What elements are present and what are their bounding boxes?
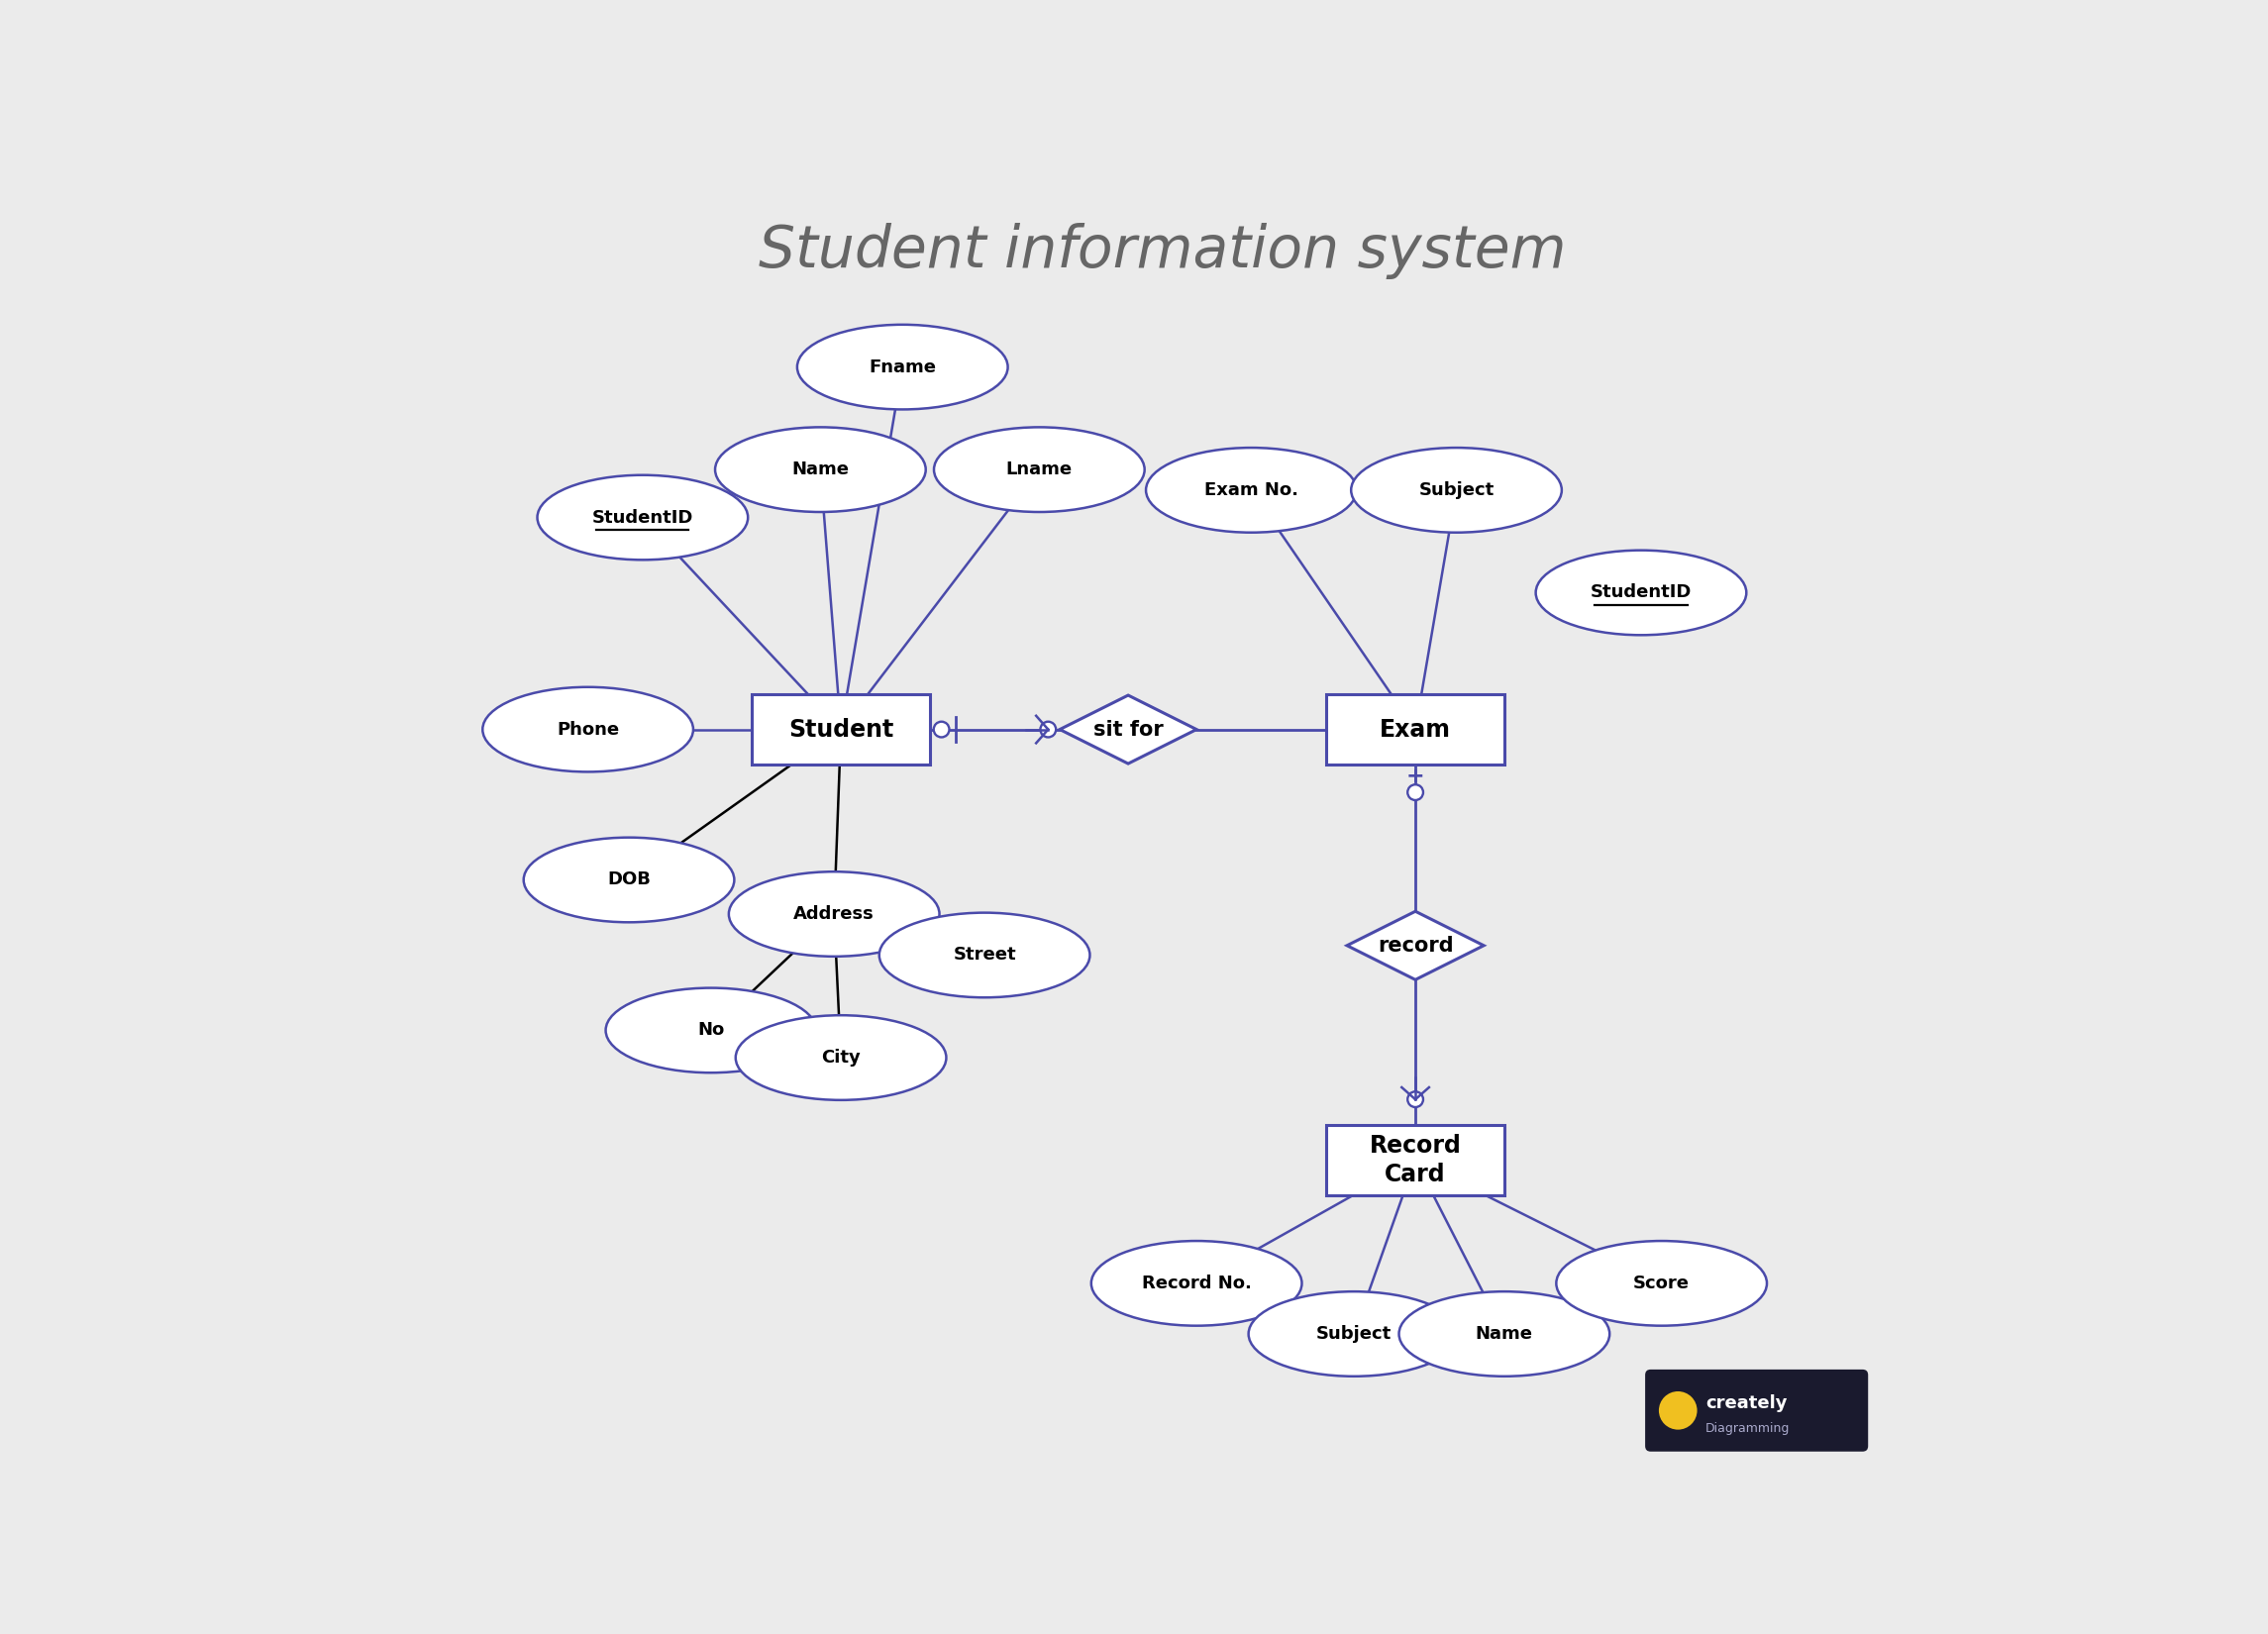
Text: Fname: Fname [869, 358, 937, 376]
FancyBboxPatch shape [1327, 1124, 1504, 1196]
Circle shape [1041, 722, 1057, 737]
Text: Student information system: Student information system [758, 222, 1567, 279]
Ellipse shape [483, 686, 694, 771]
Ellipse shape [735, 1015, 946, 1100]
Circle shape [934, 722, 950, 737]
Ellipse shape [538, 475, 748, 560]
Polygon shape [1347, 912, 1483, 980]
Text: Lname: Lname [1007, 461, 1073, 479]
Ellipse shape [1352, 448, 1563, 533]
Text: No: No [699, 1021, 723, 1039]
Text: record: record [1377, 936, 1454, 956]
Text: StudentID: StudentID [1590, 583, 1692, 601]
Ellipse shape [606, 989, 816, 1072]
Text: Exam No.: Exam No. [1204, 480, 1297, 498]
Ellipse shape [524, 838, 735, 922]
Polygon shape [1059, 694, 1198, 763]
Text: Exam: Exam [1379, 717, 1452, 742]
Circle shape [1408, 1092, 1424, 1108]
Ellipse shape [1247, 1291, 1458, 1376]
FancyBboxPatch shape [1644, 1369, 1869, 1451]
Text: Subject: Subject [1420, 480, 1495, 498]
Ellipse shape [1556, 1240, 1767, 1325]
Text: +: + [1406, 766, 1424, 786]
Text: Diagramming: Diagramming [1706, 1422, 1789, 1435]
Text: Name: Name [792, 461, 848, 479]
Circle shape [1408, 784, 1424, 801]
Text: Name: Name [1476, 1325, 1533, 1343]
Ellipse shape [796, 325, 1007, 410]
Ellipse shape [880, 913, 1091, 997]
Text: Record No.: Record No. [1141, 1275, 1252, 1292]
Ellipse shape [728, 871, 939, 956]
Ellipse shape [1399, 1291, 1610, 1376]
FancyBboxPatch shape [753, 694, 930, 765]
Ellipse shape [1535, 551, 1746, 636]
Text: StudentID: StudentID [592, 508, 694, 526]
Text: Subject: Subject [1315, 1325, 1393, 1343]
Text: Score: Score [1633, 1275, 1690, 1292]
Text: DOB: DOB [608, 871, 651, 889]
Text: City: City [821, 1049, 860, 1067]
Text: Record
Card: Record Card [1370, 1134, 1461, 1186]
Text: Student: Student [789, 717, 894, 742]
Ellipse shape [934, 426, 1145, 511]
Ellipse shape [714, 426, 925, 511]
Ellipse shape [1145, 448, 1356, 533]
Text: Street: Street [953, 946, 1016, 964]
Circle shape [1658, 1392, 1696, 1430]
Text: Phone: Phone [556, 721, 619, 739]
Text: sit for: sit for [1093, 719, 1163, 739]
Ellipse shape [1091, 1240, 1302, 1325]
Text: creately: creately [1706, 1395, 1787, 1412]
FancyBboxPatch shape [1327, 694, 1504, 765]
Text: Address: Address [794, 905, 875, 923]
